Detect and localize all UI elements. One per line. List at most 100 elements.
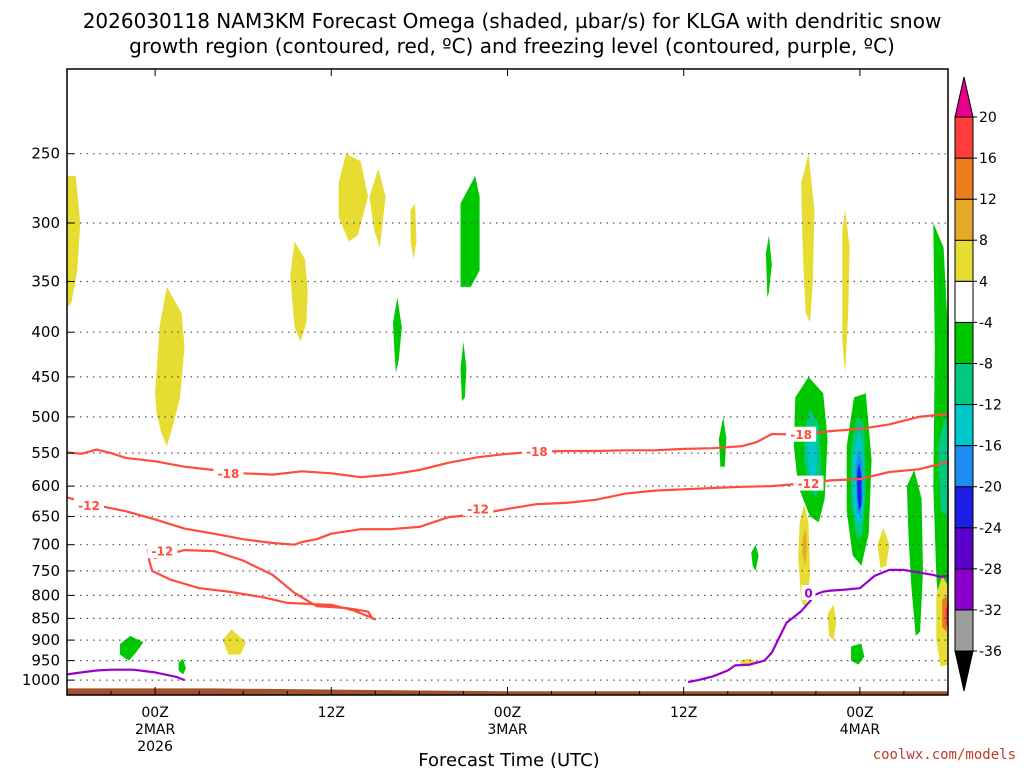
- y-tick-label-750: 750: [31, 562, 60, 580]
- omega-region-25: [857, 463, 862, 511]
- contour-label-bg-7: [801, 585, 816, 600]
- omega-region-5: [410, 203, 417, 260]
- omega-region-11: [751, 544, 759, 571]
- colorbar-over-arrow: [954, 76, 974, 118]
- colorbar-swatch-7: [954, 321, 974, 364]
- y-tick-label-950: 950: [31, 652, 60, 670]
- x-tick-label-30-1: 3MAR: [487, 722, 528, 738]
- chart-title-line-2: growth region (contoured, red, ºC) and f…: [129, 34, 895, 58]
- contour-line-4: [687, 568, 949, 684]
- colorbar-label-9: 4: [979, 274, 988, 290]
- omega-region-29: [827, 604, 837, 641]
- contour-label-7: 0: [804, 587, 812, 601]
- colorbar-swatch-1: [954, 568, 974, 611]
- omega-region-26: [801, 153, 815, 323]
- site-credit[interactable]: coolwx.com/models: [873, 747, 1016, 763]
- omega-region-14: [851, 643, 865, 665]
- colorbar-label-4: -20: [979, 480, 1002, 496]
- contour-label-5: -12: [798, 477, 820, 491]
- y-tick-label-500: 500: [31, 408, 60, 426]
- y-tick-label-350: 350: [31, 273, 60, 291]
- colorbar-swatch-3: [954, 486, 974, 529]
- y-tick-label-300: 300: [31, 214, 60, 232]
- y-tick-label-850: 850: [31, 609, 60, 627]
- omega-region-2: [290, 241, 308, 342]
- omega-shading: [67, 153, 948, 675]
- colorbar-swatch-10: [954, 198, 974, 241]
- omega-region-21: [937, 416, 948, 517]
- colorbar-label-3: -24: [979, 521, 1002, 537]
- contour-line-2: [146, 549, 377, 621]
- colorbar-label-11: 12: [979, 192, 997, 208]
- omega-region-12: [119, 635, 144, 661]
- contour-label-bg-6: [147, 543, 178, 559]
- y-tick-label-400: 400: [31, 323, 60, 341]
- colorbar-swatch-8: [954, 280, 974, 323]
- omega-region-6: [460, 175, 480, 287]
- omega-region-3: [338, 153, 368, 242]
- x-axis-label: Forecast Time (UTC): [418, 750, 599, 768]
- omega-region-23: [807, 431, 818, 487]
- contour-label-6: -12: [152, 545, 174, 559]
- omega-region-8: [460, 341, 467, 402]
- colorbar-label-0: -36: [979, 644, 1002, 660]
- y-tick-label-900: 900: [31, 631, 60, 649]
- y-tick-label-800: 800: [31, 586, 60, 604]
- colorbar-label-13: 20: [979, 110, 997, 126]
- colorbar-swatch-5: [954, 404, 974, 447]
- contour-label-bg-1: [521, 443, 552, 459]
- omega-region-36: [222, 629, 247, 655]
- colorbar-label-6: -12: [979, 398, 1002, 414]
- omega-region-27: [842, 210, 850, 373]
- colorbar-label-10: 8: [979, 233, 988, 249]
- plot-frame: [66, 68, 949, 696]
- x-tick-label-18-0: 12Z: [318, 705, 345, 721]
- x-tick-label-30-0: 00Z: [494, 705, 521, 721]
- contour-label-bg-2: [786, 426, 817, 442]
- omega-region-33: [802, 528, 807, 566]
- omega-region-1: [155, 286, 185, 447]
- y-tick-label-550: 550: [31, 444, 60, 462]
- omega-region-18: [933, 223, 948, 641]
- colorbar-swatch-9: [954, 239, 974, 282]
- contour-line-3: [66, 668, 185, 682]
- contour-label-bg-0: [213, 465, 244, 481]
- contour-labels: -18 -18 -18 -12 -12 -12 -12 0: [74, 426, 824, 601]
- x-tick-label-54-0: 00Z: [846, 705, 873, 721]
- x-tick-label-6-0: 00Z: [141, 705, 168, 721]
- colorbar-swatch-11: [954, 157, 974, 200]
- y-tick-label-700: 700: [31, 536, 60, 554]
- colorbar-swatch-4: [954, 445, 974, 488]
- omega-region-13: [178, 658, 186, 675]
- contour-label-1: -18: [526, 445, 548, 459]
- colorbar-under-arrow: [954, 650, 974, 692]
- x-tick-label-6-2: 2026: [137, 739, 173, 755]
- omega-region-7: [393, 297, 402, 373]
- colorbar-label-8: -4: [979, 315, 993, 331]
- y-tick-label-250: 250: [31, 145, 60, 163]
- colorbar-swatch-2: [954, 527, 974, 570]
- contour-label-4: -12: [467, 502, 489, 516]
- contour-label-bg-5: [793, 475, 824, 491]
- omega-colorbar: -36 -32 -28 -24 -20 -16 -12 -8 -4 4 8 12 16 20: [954, 76, 1002, 692]
- pressure-axis: 250 300 350 400 450 500 550 600 650 700 750 800 850 9…: [22, 145, 74, 689]
- omega-region-30: [877, 528, 890, 569]
- omega-region-4: [369, 168, 386, 248]
- x-tick-label-54-1: 4MAR: [840, 722, 881, 738]
- omega-region-10: [765, 235, 772, 298]
- colorbar-label-5: -16: [979, 439, 1002, 455]
- y-tick-label-600: 600: [31, 477, 60, 495]
- y-tick-label-650: 650: [31, 508, 60, 526]
- colorbar-swatch-0: [954, 609, 974, 652]
- colorbar-label-12: 16: [979, 151, 997, 167]
- omega-region-9: [718, 416, 727, 467]
- contour-label-bg-3: [74, 497, 104, 513]
- contour-label-2: -18: [790, 428, 812, 442]
- colorbar-label-2: -28: [979, 562, 1002, 578]
- y-tick-label-450: 450: [31, 368, 60, 386]
- colorbar-label-1: -32: [979, 603, 1002, 619]
- x-tick-label-6-1: 2MAR: [135, 722, 176, 738]
- plot-area: -18 -18 -18 -12 -12 -12 -12 0: [66, 68, 949, 696]
